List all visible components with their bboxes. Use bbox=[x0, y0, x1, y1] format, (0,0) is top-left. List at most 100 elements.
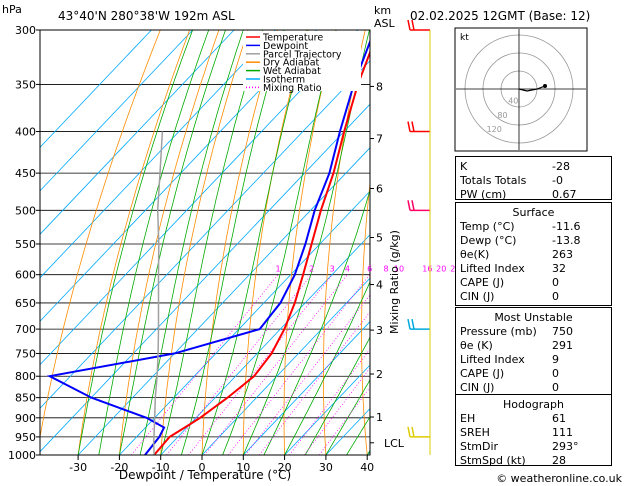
row-value: 111 bbox=[552, 426, 573, 439]
dry-adiabat bbox=[201, 30, 278, 455]
mixing-ratio-line bbox=[227, 274, 370, 455]
isotherm bbox=[40, 30, 276, 279]
table-row: Totals Totals -0 bbox=[460, 174, 607, 187]
isotherm bbox=[201, 277, 370, 455]
mixing-ratio-line bbox=[245, 294, 370, 455]
isotherm bbox=[40, 30, 194, 192]
legend-entry: Dry Adiabat bbox=[263, 58, 320, 69]
row-key: θe(K) bbox=[460, 248, 490, 261]
hodograph-table: Hodograph EH 61 SREH 111 StmDir 293° StmSpd (kt… bbox=[455, 394, 612, 467]
row-key: CIN (J) bbox=[460, 290, 495, 303]
pressure-tick-label: 450 bbox=[15, 167, 36, 180]
row-key: Pressure (mb) bbox=[460, 325, 537, 338]
temperature-tick-label: -30 bbox=[69, 461, 87, 474]
pressure-tick-label: 700 bbox=[15, 323, 36, 336]
mixing-ratio-line bbox=[166, 274, 312, 455]
legend-entry: Isotherm bbox=[263, 75, 305, 86]
wet-adiabat bbox=[304, 336, 370, 455]
legend-entry: Mixing Ratio bbox=[263, 83, 322, 94]
temperature-tick-label: -20 bbox=[110, 461, 128, 474]
wet-adiabat bbox=[160, 30, 263, 455]
table-title: Most Unstable bbox=[494, 311, 573, 324]
mixing-ratio-label: 1 bbox=[276, 265, 281, 274]
mixing-ratio-label: 16 bbox=[422, 265, 432, 274]
isotherm bbox=[40, 103, 370, 453]
dry-adiabat bbox=[323, 30, 366, 455]
table-row: CAPE (J) 0 bbox=[460, 367, 607, 380]
dry-adiabat bbox=[160, 30, 249, 455]
pressure-tick-label: 850 bbox=[15, 392, 36, 405]
temperature-tick-label: 20 bbox=[278, 461, 292, 474]
table-row: Lifted Index 9 bbox=[460, 353, 607, 366]
wet-adiabat bbox=[242, 30, 370, 455]
mixing-ratio-line bbox=[188, 274, 333, 455]
km-tick-label: 6 bbox=[376, 182, 383, 195]
pressure-tick-label: 800 bbox=[15, 370, 36, 383]
row-value: -11.6 bbox=[552, 220, 581, 233]
mixing-ratio-axis-label: Mixing Ratio (g/kg) bbox=[388, 230, 401, 334]
pressure-tick-label: 950 bbox=[15, 431, 36, 444]
mixing-ratio-line bbox=[258, 311, 370, 455]
legend-entry: Dewpoint bbox=[263, 41, 308, 52]
row-value: 9 bbox=[552, 353, 559, 366]
wet-adiabat bbox=[139, 30, 244, 455]
temperature-axis: -30 -20 -10 0 10 20 30 40 bbox=[69, 455, 374, 474]
table-row: CIN (J) 0 bbox=[460, 290, 607, 303]
row-key: Lifted Index bbox=[460, 353, 525, 366]
temperature-tick-label: 40 bbox=[360, 461, 374, 474]
wet-adiabat bbox=[77, 30, 193, 455]
copyright: © weatheronline.co.uk bbox=[496, 472, 622, 485]
isotherm bbox=[284, 364, 370, 455]
series-parcel-trajectory bbox=[152, 131, 164, 455]
pressure-tick-label: 900 bbox=[15, 412, 36, 425]
mixing-ratio-label: 4 bbox=[345, 265, 350, 274]
pressure-tick-label: 750 bbox=[15, 347, 36, 360]
wet-adiabat bbox=[284, 280, 370, 455]
temperature-tick-label: 0 bbox=[199, 461, 206, 474]
row-key: SREH bbox=[460, 426, 490, 439]
hodograph-ring-label: 120 bbox=[487, 125, 502, 134]
temperature-tick-label: 10 bbox=[236, 461, 250, 474]
wet-adiabat bbox=[119, 30, 226, 455]
pressure-tick-label: 300 bbox=[15, 24, 36, 37]
isotherm bbox=[160, 234, 370, 455]
row-value: -28 bbox=[552, 160, 570, 173]
isotherm bbox=[40, 30, 235, 235]
profiles bbox=[46, 39, 370, 455]
row-key: CIN (J) bbox=[460, 381, 495, 394]
series-temperature bbox=[153, 49, 370, 455]
km-label: km ASL bbox=[374, 4, 396, 30]
table-title: Surface bbox=[512, 206, 555, 219]
mixing-ratio-label: 10 bbox=[394, 265, 404, 274]
row-key: StmDir bbox=[460, 440, 499, 453]
mixing-ratio-label: 6 bbox=[367, 265, 372, 274]
pressure-tick-label: 1000 bbox=[8, 449, 36, 462]
mixing-ratio-line bbox=[318, 386, 370, 455]
table-row: Temp (°C) -11.6 bbox=[460, 220, 607, 233]
x-axis-label: Dewpoint / Temperature (°C) bbox=[119, 468, 291, 482]
table-row: Pressure (mb) 750 bbox=[460, 325, 607, 338]
row-key: Dewp (°C) bbox=[460, 234, 517, 247]
pressure-tick-label: 400 bbox=[15, 126, 36, 139]
mixing-ratio-line bbox=[303, 367, 370, 455]
row-key: Temp (°C) bbox=[460, 220, 515, 233]
row-value: 0.67 bbox=[552, 188, 577, 201]
pressure-tick-label: 550 bbox=[15, 238, 36, 251]
table-row: θe (K) 291 bbox=[460, 339, 607, 352]
dry-adiabat bbox=[398, 30, 423, 455]
table-title: Hodograph bbox=[503, 398, 564, 411]
table-row: CAPE (J) 0 bbox=[460, 276, 607, 289]
km-tick-label: 7 bbox=[376, 133, 383, 146]
isotherm bbox=[40, 60, 370, 409]
row-value: 750 bbox=[552, 325, 573, 338]
row-key: StmSpd (kt) bbox=[460, 454, 526, 467]
legend-entry: Wet Adiabat bbox=[263, 66, 321, 77]
isotherm bbox=[40, 30, 317, 322]
pressure-tick-label: 650 bbox=[15, 297, 36, 310]
row-value: 61 bbox=[552, 412, 566, 425]
hodograph-unit: kt bbox=[460, 33, 469, 43]
km-tick-label: 5 bbox=[376, 231, 383, 244]
location-title: 43°40'N 280°38'W 192m ASL bbox=[58, 9, 235, 23]
temperature-tick-label: -10 bbox=[152, 461, 170, 474]
